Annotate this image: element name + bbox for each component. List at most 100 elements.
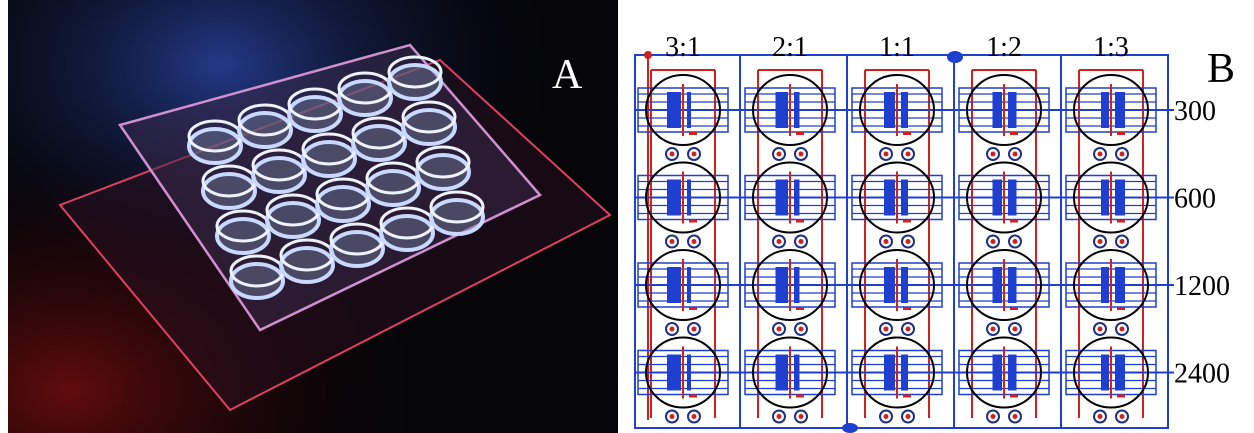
red-mark <box>1010 132 1018 135</box>
electrode-block <box>1101 92 1109 128</box>
via-core <box>692 152 697 157</box>
column-label: 3:1 <box>665 32 701 63</box>
via-core <box>1013 239 1018 244</box>
row-label: 2400 <box>1174 359 1230 390</box>
electrode-block <box>993 355 1003 391</box>
electrode-block <box>1101 180 1109 216</box>
red-mark <box>1117 220 1125 223</box>
via-core <box>884 414 889 419</box>
electrode-block <box>901 92 908 128</box>
row-label: 1200 <box>1174 271 1230 302</box>
red-mark <box>689 307 697 310</box>
photo-panel: A <box>8 0 618 433</box>
via-core <box>1098 152 1103 157</box>
red-mark <box>689 220 697 223</box>
via-core <box>777 414 782 419</box>
via-core <box>1013 327 1018 332</box>
figure: A B 300600120024003:12:11:11:21:3 <box>0 0 1254 433</box>
electrode-block <box>1115 355 1125 391</box>
red-mark <box>1117 395 1125 398</box>
electrode-block <box>794 92 800 128</box>
electrode-block <box>1008 355 1017 391</box>
schematic-panel: B 300600120024003:12:11:11:21:3 <box>635 32 1235 433</box>
column-label: 1:1 <box>879 32 915 63</box>
red-mark <box>903 220 911 223</box>
red-mark <box>1117 132 1125 135</box>
via-core <box>1013 414 1018 419</box>
via-core <box>1098 414 1103 419</box>
electrode-block <box>901 180 908 216</box>
red-mark <box>903 307 911 310</box>
electrode-block <box>993 267 1003 303</box>
via-core <box>1098 239 1103 244</box>
via-core <box>991 152 996 157</box>
column-label: 1:3 <box>1093 32 1129 63</box>
electrode-block <box>667 267 681 303</box>
electrode-block <box>687 180 691 216</box>
red-mark <box>796 307 804 310</box>
column-label: 2:1 <box>772 32 808 63</box>
port <box>842 423 858 433</box>
electrode-block <box>901 267 908 303</box>
red-mark <box>903 395 911 398</box>
panel-label: B <box>1207 46 1235 92</box>
electrode-block <box>687 92 691 128</box>
electrode-block <box>1115 180 1125 216</box>
via-core <box>670 152 675 157</box>
via-core <box>692 239 697 244</box>
electrode-block <box>776 267 789 303</box>
via-core <box>670 239 675 244</box>
via-core <box>670 327 675 332</box>
electrode-block <box>1101 267 1109 303</box>
via-core <box>692 327 697 332</box>
electrode-block <box>993 92 1003 128</box>
red-mark <box>796 395 804 398</box>
via-core <box>799 239 804 244</box>
electrode-block <box>687 267 691 303</box>
electrode-block <box>884 267 895 303</box>
electrode-block <box>1115 92 1125 128</box>
port <box>644 51 652 59</box>
electrode-block <box>1008 267 1017 303</box>
electrode-block <box>884 180 895 216</box>
port <box>947 51 963 63</box>
red-mark <box>689 395 697 398</box>
via-core <box>692 414 697 419</box>
via-core <box>777 152 782 157</box>
electrode-block <box>884 92 895 128</box>
red-mark <box>796 220 804 223</box>
electrode-block <box>776 92 789 128</box>
electrode-block <box>1008 92 1017 128</box>
via-core <box>991 414 996 419</box>
red-mark <box>1010 395 1018 398</box>
red-mark <box>1010 307 1018 310</box>
electrode-block <box>794 267 800 303</box>
via-core <box>884 152 889 157</box>
electrode-block <box>901 355 908 391</box>
via-core <box>884 327 889 332</box>
electrode-block <box>1008 180 1017 216</box>
electrode-block <box>667 355 681 391</box>
via-core <box>1120 152 1125 157</box>
via-core <box>1098 327 1103 332</box>
electrode-block <box>1101 355 1109 391</box>
electrode-block <box>884 355 895 391</box>
via-core <box>884 239 889 244</box>
red-mark <box>689 132 697 135</box>
red-mark <box>1117 307 1125 310</box>
via-core <box>670 414 675 419</box>
electrode-block <box>993 180 1003 216</box>
via-core <box>777 327 782 332</box>
via-core <box>799 327 804 332</box>
electrode-block <box>794 355 800 391</box>
electrode-block <box>1115 267 1125 303</box>
electrode-block <box>687 355 691 391</box>
via-core <box>1013 152 1018 157</box>
red-mark <box>796 132 804 135</box>
via-core <box>799 414 804 419</box>
column-label: 1:2 <box>986 32 1022 63</box>
electrode-block <box>776 355 789 391</box>
via-core <box>1120 414 1125 419</box>
via-core <box>906 152 911 157</box>
red-mark <box>1010 220 1018 223</box>
